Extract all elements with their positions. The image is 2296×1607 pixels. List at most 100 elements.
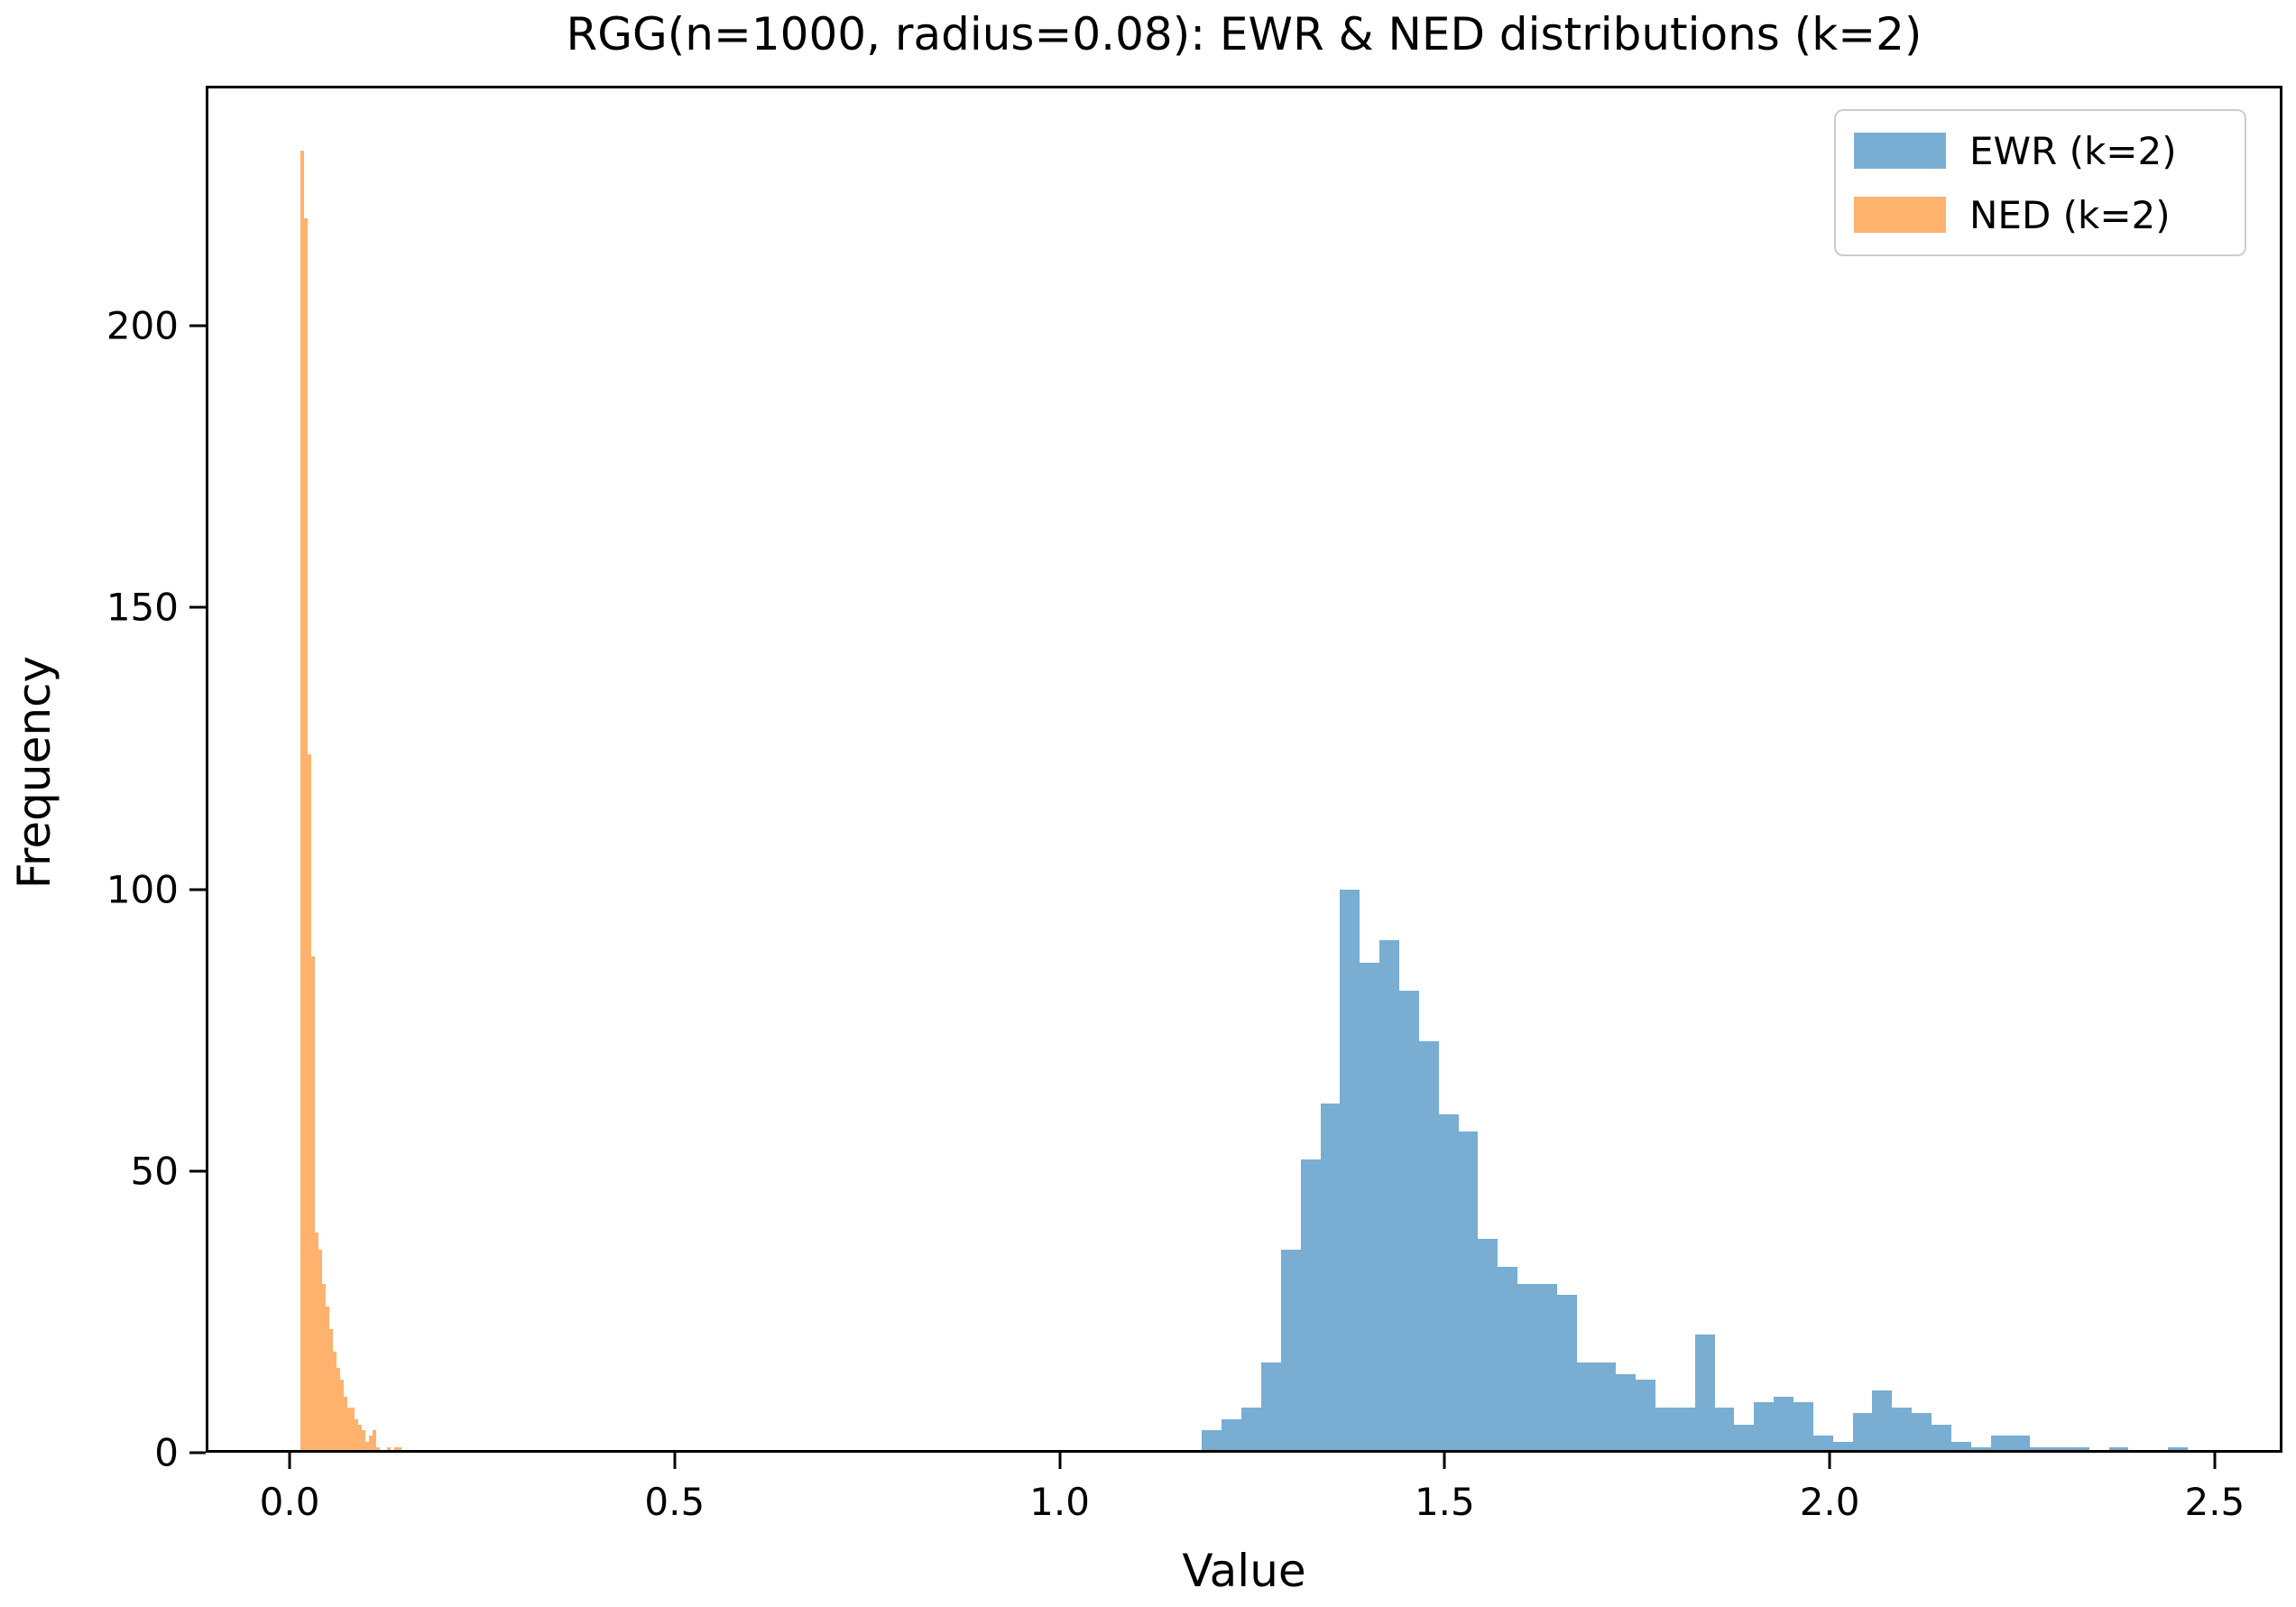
bar-ewr-37 (1931, 1424, 1951, 1453)
bar-ewr-26 (1714, 1408, 1735, 1453)
bar-ewr-7 (1340, 889, 1360, 1453)
bar-ewr-49 (2168, 1446, 2188, 1453)
bar-ewr-29 (1774, 1396, 1793, 1453)
bar-ned-10 (337, 1368, 341, 1453)
bar-ewr-18 (1556, 1295, 1577, 1453)
bar-ewr-14 (1478, 1238, 1498, 1453)
bar-ned-11 (340, 1379, 345, 1453)
bar-ewr-19 (1576, 1362, 1597, 1453)
legend-item-ewr: EWR (k=2) (1854, 129, 2245, 173)
x-tick-label-1.0: 1.0 (1029, 1480, 1090, 1524)
bar-ned-27 (398, 1446, 402, 1453)
y-tick-0 (189, 1451, 206, 1455)
bar-ned-0 (300, 151, 304, 1453)
bar-ned-5 (318, 1250, 323, 1453)
bar-ewr-35 (1892, 1408, 1913, 1453)
histogram-bars (206, 86, 2282, 1453)
x-tick-1.5 (1443, 1453, 1446, 1469)
bar-ewr-1 (1222, 1418, 1242, 1453)
bar-ewr-39 (1970, 1446, 1991, 1453)
bar-ewr-15 (1498, 1266, 1518, 1453)
bar-ewr-3 (1261, 1362, 1281, 1453)
y-tick-label-100: 100 (106, 867, 179, 911)
bar-ewr-23 (1655, 1408, 1675, 1453)
x-tick-label-1.5: 1.5 (1414, 1480, 1475, 1524)
bar-ewr-25 (1694, 1334, 1715, 1453)
legend-label-ewr: EWR (k=2) (1969, 128, 2177, 173)
bar-ewr-41 (2010, 1436, 2031, 1453)
bar-ewr-36 (1912, 1413, 1932, 1453)
bar-ned-18 (365, 1441, 370, 1453)
x-tick-label-2.5: 2.5 (2184, 1480, 2245, 1524)
bar-ewr-16 (1517, 1283, 1537, 1453)
y-tick-50 (189, 1169, 206, 1173)
bar-ned-6 (322, 1283, 327, 1453)
bar-ewr-42 (2030, 1446, 2051, 1453)
bar-ewr-46 (2108, 1446, 2129, 1453)
bar-ewr-24 (1674, 1408, 1695, 1453)
bar-ned-14 (351, 1408, 355, 1453)
bar-ned-3 (311, 956, 316, 1453)
ned-color-swatch (1854, 197, 1946, 233)
x-tick-0.5 (673, 1453, 677, 1469)
y-tick-100 (189, 888, 206, 891)
bar-ewr-8 (1360, 962, 1380, 1453)
bar-ned-17 (362, 1430, 366, 1453)
y-tick-200 (189, 324, 206, 328)
bar-ewr-2 (1241, 1408, 1262, 1453)
legend-label-ned: NED (k=2) (1969, 192, 2171, 237)
bar-ned-20 (373, 1430, 377, 1453)
bar-ewr-13 (1458, 1131, 1479, 1453)
bar-ewr-38 (1950, 1441, 1971, 1453)
bar-ewr-31 (1812, 1436, 1833, 1453)
bar-ewr-34 (1872, 1390, 1893, 1453)
bar-ewr-32 (1832, 1441, 1853, 1453)
bar-ned-15 (355, 1418, 359, 1453)
bar-ned-9 (333, 1351, 337, 1453)
plot-area (206, 86, 2282, 1453)
bar-ned-1 (303, 218, 308, 1453)
bar-ewr-43 (2050, 1446, 2070, 1453)
y-tick-label-200: 200 (106, 303, 179, 348)
ewr-color-swatch (1854, 133, 1946, 169)
bar-ewr-40 (1990, 1436, 2011, 1453)
x-tick-2.5 (2213, 1453, 2217, 1469)
bar-ewr-33 (1852, 1413, 1873, 1453)
bar-ewr-11 (1418, 1041, 1439, 1453)
bar-ned-26 (394, 1446, 399, 1453)
legend: EWR (k=2) NED (k=2) (1834, 109, 2246, 256)
bar-ewr-44 (2069, 1446, 2089, 1453)
bar-ewr-9 (1379, 939, 1399, 1453)
bar-ewr-27 (1734, 1424, 1755, 1453)
bar-ewr-21 (1616, 1373, 1637, 1453)
bar-ned-19 (369, 1436, 373, 1453)
bar-ewr-30 (1793, 1401, 1813, 1453)
y-axis-label: Frequency (8, 655, 60, 890)
y-tick-150 (189, 605, 206, 609)
bar-ned-13 (347, 1408, 352, 1453)
bar-ned-8 (329, 1328, 334, 1453)
bar-ewr-5 (1300, 1159, 1321, 1453)
bar-ewr-28 (1754, 1401, 1775, 1453)
bar-ned-12 (344, 1396, 348, 1453)
bar-ewr-12 (1438, 1114, 1459, 1453)
bar-ewr-17 (1536, 1283, 1557, 1453)
x-tick-label-0.0: 0.0 (259, 1480, 320, 1524)
x-tick-1.0 (1058, 1453, 1062, 1469)
bar-ned-16 (358, 1424, 363, 1453)
bar-ewr-20 (1596, 1362, 1617, 1453)
bar-ewr-0 (1202, 1430, 1222, 1453)
x-tick-0.0 (288, 1453, 291, 1469)
x-tick-label-2.0: 2.0 (1799, 1480, 1860, 1524)
y-tick-label-0: 0 (154, 1430, 179, 1475)
bar-ned-24 (387, 1446, 392, 1453)
y-tick-label-150: 150 (106, 585, 179, 630)
bar-ned-21 (376, 1446, 381, 1453)
bar-ewr-22 (1636, 1379, 1656, 1453)
bar-ewr-6 (1320, 1103, 1341, 1453)
bar-ewr-4 (1280, 1250, 1301, 1453)
x-tick-2.0 (1828, 1453, 1831, 1469)
bar-ned-7 (326, 1306, 330, 1453)
bar-ewr-10 (1398, 990, 1419, 1453)
